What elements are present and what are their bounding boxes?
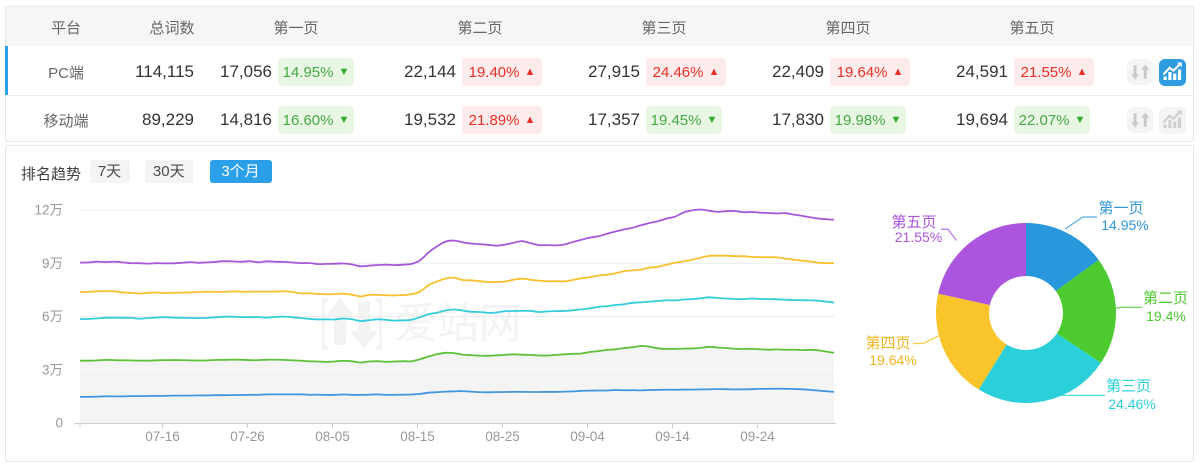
svg-text:第二页: 第二页 xyxy=(1143,289,1188,307)
svg-text:第五页: 第五页 xyxy=(891,213,936,231)
svg-text:6万: 6万 xyxy=(42,309,63,324)
svg-text:21.55%: 21.55% xyxy=(895,229,942,245)
svg-text:07-16: 07-16 xyxy=(145,429,180,444)
svg-text:09-14: 09-14 xyxy=(655,429,690,444)
svg-text:第三页: 第三页 xyxy=(1106,377,1151,395)
svg-text:19.64%: 19.64% xyxy=(869,352,916,368)
svg-text:第一页: 第一页 xyxy=(1098,199,1143,217)
svg-text:14.95%: 14.95% xyxy=(1101,217,1148,233)
svg-text:12万: 12万 xyxy=(34,203,63,218)
svg-text:08-05: 08-05 xyxy=(315,429,350,444)
svg-text:09-04: 09-04 xyxy=(570,429,605,444)
svg-text:08-25: 08-25 xyxy=(485,429,520,444)
svg-text:24.46%: 24.46% xyxy=(1108,396,1155,412)
svg-text:爱站网: 爱站网 xyxy=(395,300,521,347)
svg-text:3万: 3万 xyxy=(42,362,63,377)
svg-text:0: 0 xyxy=(55,416,63,431)
svg-text:09-24: 09-24 xyxy=(740,429,775,444)
svg-text:07-26: 07-26 xyxy=(230,429,265,444)
svg-text:9万: 9万 xyxy=(42,256,63,271)
svg-text:19.4%: 19.4% xyxy=(1146,308,1186,324)
svg-text:08-15: 08-15 xyxy=(400,429,435,444)
svg-text:第四页: 第四页 xyxy=(865,334,910,352)
